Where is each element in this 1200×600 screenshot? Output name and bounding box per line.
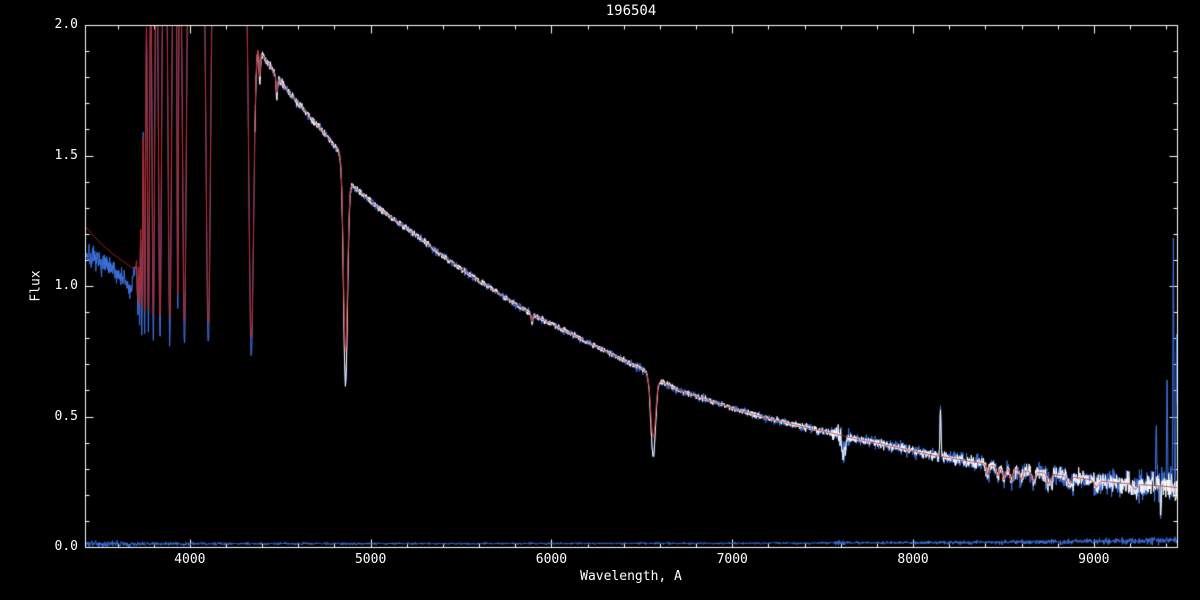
y-tick-label: 1.5 [54,147,78,163]
plot-title: 196504 [605,3,657,19]
x-tick-label: 5000 [354,552,387,567]
x-tick-label: 7000 [716,552,748,567]
y-tick-label: 1.0 [54,278,78,293]
x-tick-label: 6000 [535,552,568,567]
x-axis-label: Wavelength, A [580,569,682,584]
y-tick-label: 0.5 [54,408,78,424]
x-tick-label: 8000 [897,552,929,567]
x-tick-label: 4000 [174,552,206,567]
y-tick-label: 2.0 [54,17,78,32]
x-tick-label: 9000 [1078,552,1110,567]
y-tick-label: 0.0 [54,539,78,554]
